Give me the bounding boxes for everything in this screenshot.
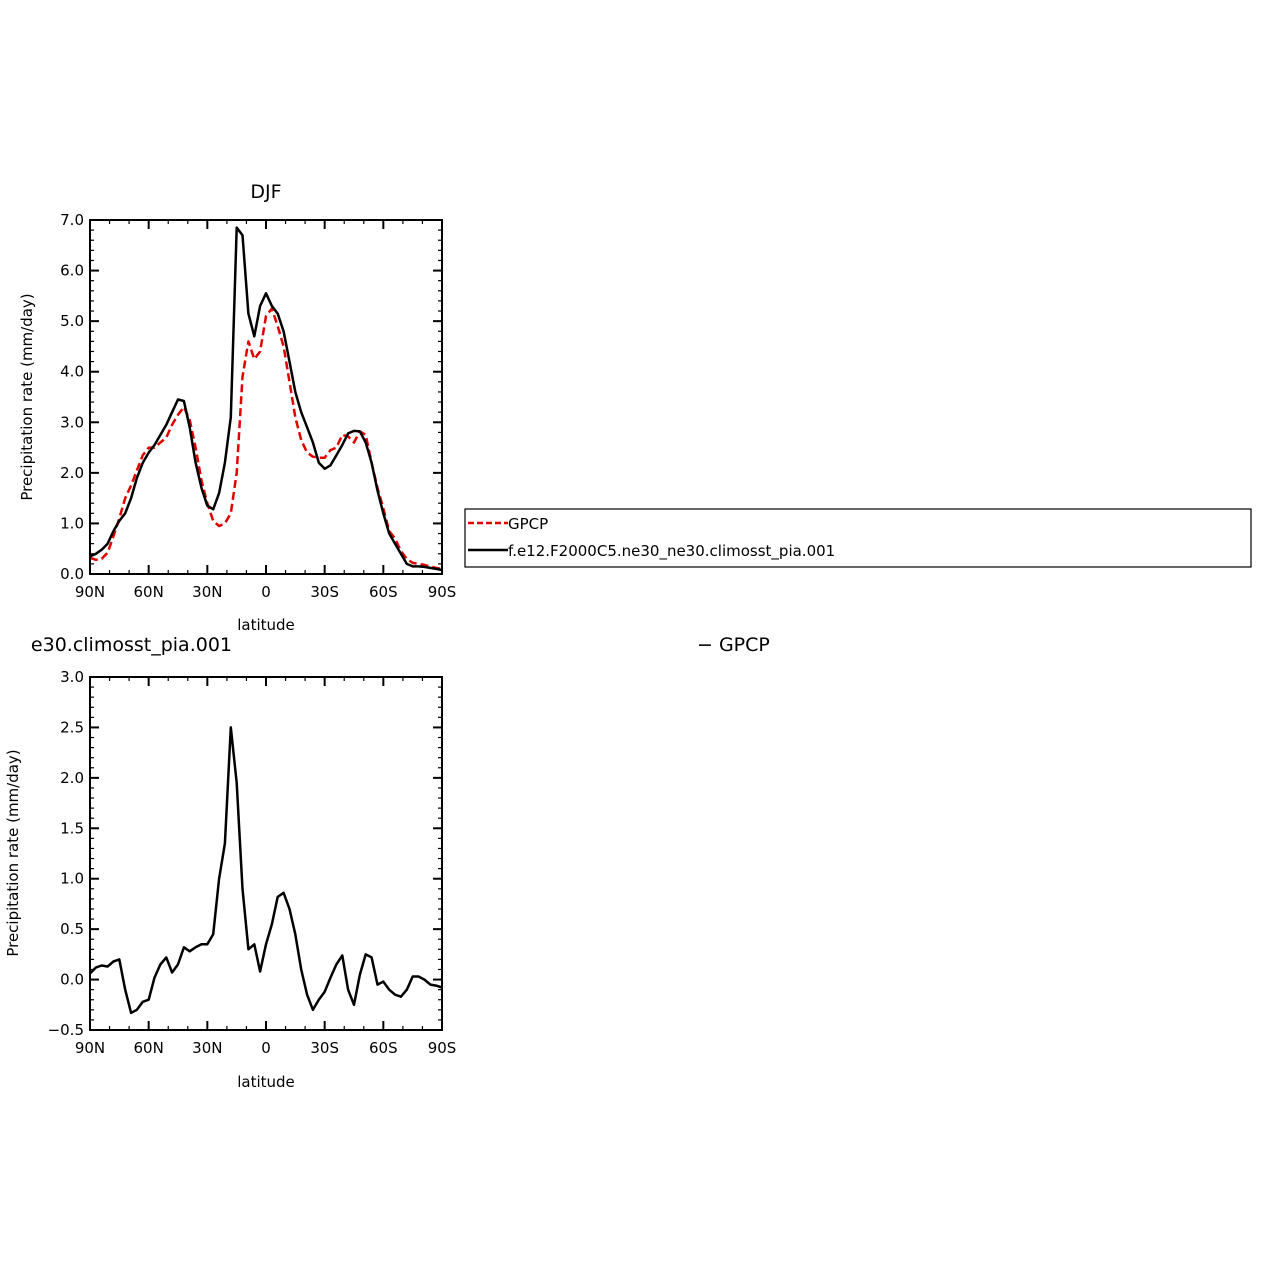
x-tick-label: 60S	[369, 1039, 398, 1057]
y-axis-label: Precipitation rate (mm/day)	[18, 293, 36, 500]
x-tick-label: 60S	[369, 583, 398, 601]
x-tick-label: 0	[261, 583, 271, 601]
series-line-difference	[89, 726, 443, 1015]
x-axis-ticks: 90N 60N 30N 0 30S 60S 90S	[75, 220, 456, 601]
y-tick-label: 2.0	[60, 769, 84, 787]
x-tick-label: 0	[261, 1039, 271, 1057]
legend-model-label: f.e12.F2000C5.ne30_ne30.climosst_pia.001	[508, 542, 835, 561]
x-tick-label: 30S	[310, 583, 339, 601]
plot-frame	[89, 219, 443, 575]
y-tick-label: 1.0	[60, 514, 84, 532]
x-tick-label: 60N	[134, 1039, 164, 1057]
series-line-f-e12-f2000c5-ne30-ne30-climosst-pia-001	[89, 226, 443, 572]
difference-panel: e30.climosst_pia.001 − GPCP −0.5 0.0 0.5 1.…	[4, 634, 770, 1091]
legend: GPCP f.e12.F2000C5.ne30_ne30.climosst_pi…	[464, 508, 1252, 568]
series-lines	[89, 726, 443, 1015]
x-axis-ticks: 90N 60N 30N 0 30S 60S 90S	[75, 677, 456, 1057]
y-tick-label: 6.0	[60, 262, 84, 280]
y-axis-label: Precipitation rate (mm/day)	[4, 749, 22, 956]
x-tick-label: 30N	[192, 1039, 222, 1057]
y-tick-label: 3.0	[60, 668, 84, 686]
y-tick-label: 5.0	[60, 312, 84, 330]
legend-gpcp-label: GPCP	[508, 515, 548, 533]
x-tick-label: 30N	[192, 583, 222, 601]
panel-title-right: − GPCP	[697, 634, 770, 656]
y-tick-label: 2.0	[60, 464, 84, 482]
x-axis-label: latitude	[237, 616, 295, 634]
panel-title-left: e30.climosst_pia.001	[31, 634, 232, 656]
x-tick-label: 30S	[310, 1039, 339, 1057]
djf-panel: DJF 0.0 1.0 2.0 3.0 4.0 5.0 6.0 7.0 90N 60N 30N 0 3…	[18, 181, 456, 634]
y-axis-ticks: 0.0 1.0 2.0 3.0 4.0 5.0 6.0 7.0	[60, 211, 442, 583]
y-tick-label: 4.0	[60, 363, 84, 381]
x-axis-label: latitude	[237, 1073, 295, 1091]
y-tick-label: 2.5	[60, 718, 84, 736]
y-tick-label: −0.5	[48, 1021, 84, 1039]
panel-title: DJF	[250, 181, 281, 203]
x-tick-label: 60N	[134, 583, 164, 601]
series-lines	[89, 226, 443, 572]
y-tick-label: 1.5	[60, 819, 84, 837]
y-axis-ticks: −0.5 0.0 0.5 1.0 1.5 2.0 2.5 3.0	[48, 668, 442, 1039]
x-tick-label: 90S	[428, 583, 457, 601]
plot-frame	[89, 676, 443, 1031]
y-tick-label: 3.0	[60, 413, 84, 431]
legend-box	[464, 508, 1252, 568]
x-tick-label: 90S	[428, 1039, 457, 1057]
y-tick-label: 0.0	[60, 971, 84, 989]
y-tick-label: 0.0	[60, 565, 84, 583]
y-tick-label: 7.0	[60, 211, 84, 229]
x-tick-label: 90N	[75, 1039, 105, 1057]
y-tick-label: 0.5	[60, 920, 84, 938]
x-tick-label: 90N	[75, 583, 105, 601]
y-tick-label: 1.0	[60, 870, 84, 888]
